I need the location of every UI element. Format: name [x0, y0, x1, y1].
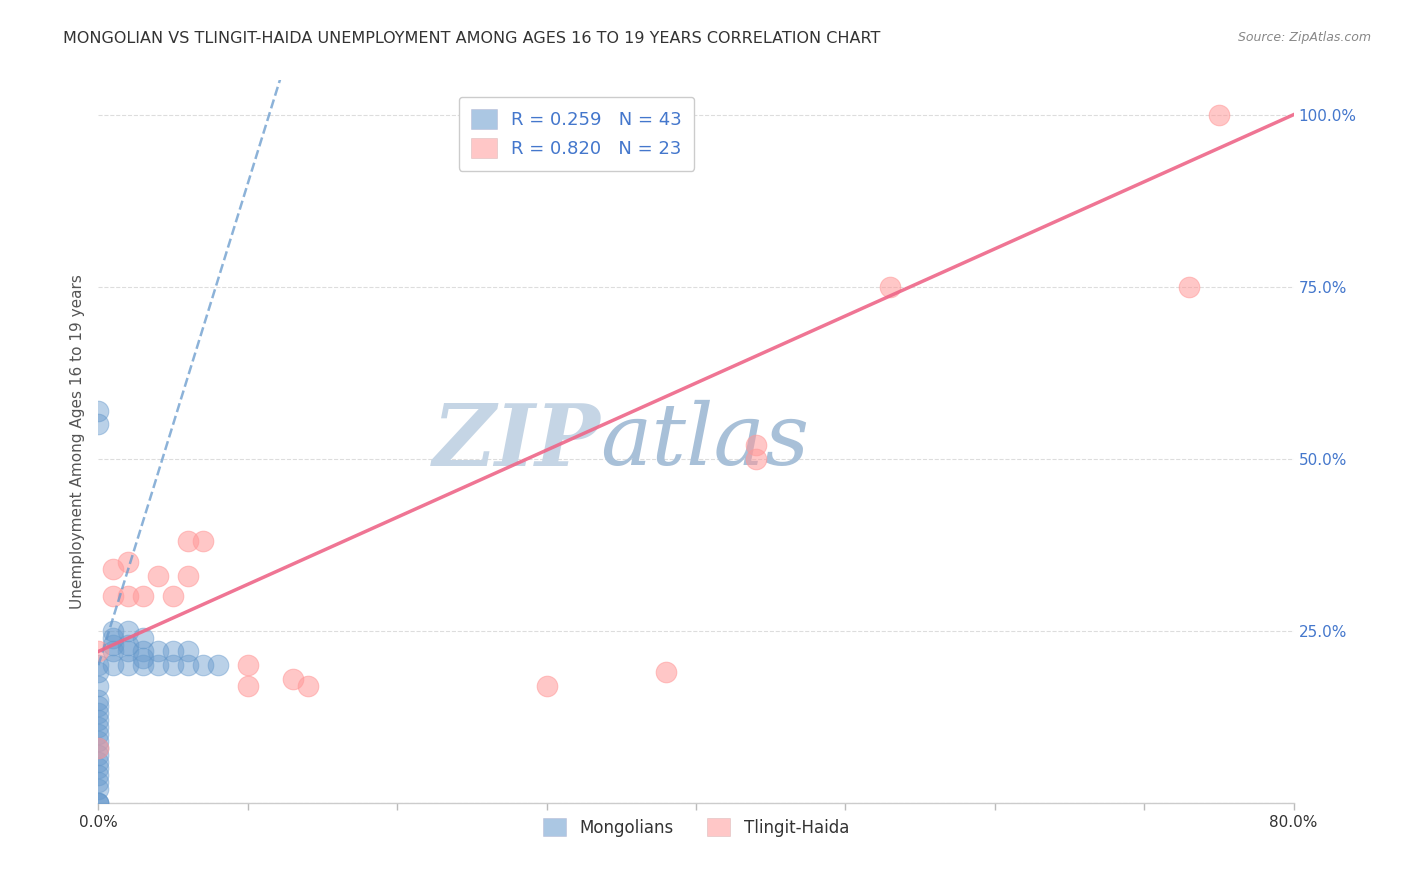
Point [87, 761, 110, 775]
Point [162, 590, 184, 604]
Point [236, 658, 259, 673]
Point [103, 624, 125, 638]
Point [87, 665, 110, 679]
Point [879, 279, 901, 293]
Point [87, 747, 110, 762]
Point [132, 658, 155, 673]
Point [117, 658, 139, 673]
Point [177, 568, 200, 582]
Point [297, 679, 319, 693]
Point [87, 720, 110, 734]
Point [87, 699, 110, 714]
Point [655, 665, 678, 679]
Point [1208, 108, 1230, 122]
Point [87, 740, 110, 755]
Point [117, 624, 139, 638]
Point [87, 734, 110, 748]
Point [148, 644, 170, 658]
Point [87, 796, 110, 810]
Point [87, 658, 110, 673]
Point [745, 451, 768, 466]
Point [132, 644, 155, 658]
Point [148, 658, 170, 673]
Point [132, 631, 155, 645]
Point [177, 534, 200, 549]
Text: ZIP: ZIP [433, 400, 600, 483]
Y-axis label: Unemployment Among Ages 16 to 19 years: Unemployment Among Ages 16 to 19 years [69, 274, 84, 609]
Point [281, 672, 304, 686]
Point [191, 658, 214, 673]
Text: MONGOLIAN VS TLINGIT-HAIDA UNEMPLOYMENT AMONG AGES 16 TO 19 YEARS CORRELATION CH: MONGOLIAN VS TLINGIT-HAIDA UNEMPLOYMENT … [63, 31, 880, 46]
Legend: Mongolians, Tlingit-Haida: Mongolians, Tlingit-Haida [534, 810, 858, 845]
Point [87, 796, 110, 810]
Text: atlas: atlas [600, 401, 810, 483]
Point [87, 782, 110, 797]
Point [117, 644, 139, 658]
Point [103, 638, 125, 652]
Point [191, 534, 214, 549]
Point [177, 644, 200, 658]
Point [103, 658, 125, 673]
Point [148, 568, 170, 582]
Point [117, 590, 139, 604]
Point [87, 775, 110, 789]
Point [87, 692, 110, 706]
Point [87, 768, 110, 782]
Point [87, 727, 110, 741]
Point [103, 590, 125, 604]
Point [87, 706, 110, 721]
Point [87, 740, 110, 755]
Point [207, 658, 229, 673]
Point [745, 438, 768, 452]
Point [87, 796, 110, 810]
Point [87, 679, 110, 693]
Point [236, 679, 259, 693]
Point [117, 638, 139, 652]
Point [132, 590, 155, 604]
Point [162, 658, 184, 673]
Point [87, 417, 110, 432]
Point [103, 562, 125, 576]
Point [87, 755, 110, 769]
Point [87, 644, 110, 658]
Point [87, 403, 110, 417]
Point [1178, 279, 1201, 293]
Point [117, 555, 139, 569]
Point [177, 658, 200, 673]
Point [103, 644, 125, 658]
Point [162, 644, 184, 658]
Point [87, 713, 110, 727]
Point [132, 651, 155, 665]
Point [536, 679, 558, 693]
Point [103, 631, 125, 645]
Text: Source: ZipAtlas.com: Source: ZipAtlas.com [1237, 31, 1371, 45]
